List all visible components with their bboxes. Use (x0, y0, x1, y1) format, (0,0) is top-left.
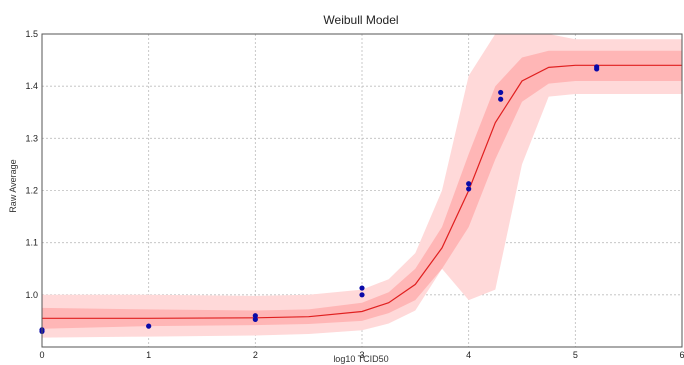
x-tick-label: 2 (253, 350, 258, 360)
data-points (39, 64, 600, 334)
data-point (146, 323, 152, 329)
y-tick-label: 1.5 (25, 29, 38, 39)
y-tick-label: 1.2 (25, 186, 38, 196)
x-axis-label: log10 TCID50 (333, 354, 388, 364)
data-point (498, 96, 504, 102)
tick-labels: 0 1 2 3 4 5 6 1.0 1.1 1.2 1.3 1.4 1.5 (25, 29, 684, 360)
data-point (252, 313, 258, 319)
outer-confidence-band (42, 34, 682, 338)
x-tick-label: 6 (679, 350, 684, 360)
x-tick-label: 5 (573, 350, 578, 360)
x-tick-label: 0 (39, 350, 44, 360)
y-tick-label: 1.0 (25, 290, 38, 300)
data-point (498, 89, 504, 96)
data-point (594, 64, 600, 70)
fit-curve (42, 64, 682, 319)
x-tick-label: 3 (359, 350, 364, 360)
y-tick-label: 1.3 (25, 133, 38, 143)
data-point (252, 316, 258, 322)
plot-frame (41, 33, 683, 348)
y-tick-label: 1.1 (25, 238, 38, 248)
x-tick-label: 4 (466, 350, 471, 360)
x-tick-label: 1 (146, 350, 151, 360)
confidence-bands (42, 34, 682, 338)
data-point (359, 292, 365, 298)
y-tick-label: 1.4 (25, 81, 38, 91)
fit-curve-layer (42, 64, 682, 319)
inner-confidence-band (42, 50, 682, 329)
chart-title: Weibull Model (323, 13, 398, 27)
data-point (466, 186, 472, 192)
data-point (466, 181, 472, 187)
data-point (359, 285, 365, 291)
y-axis-label: Raw Average (8, 159, 18, 212)
